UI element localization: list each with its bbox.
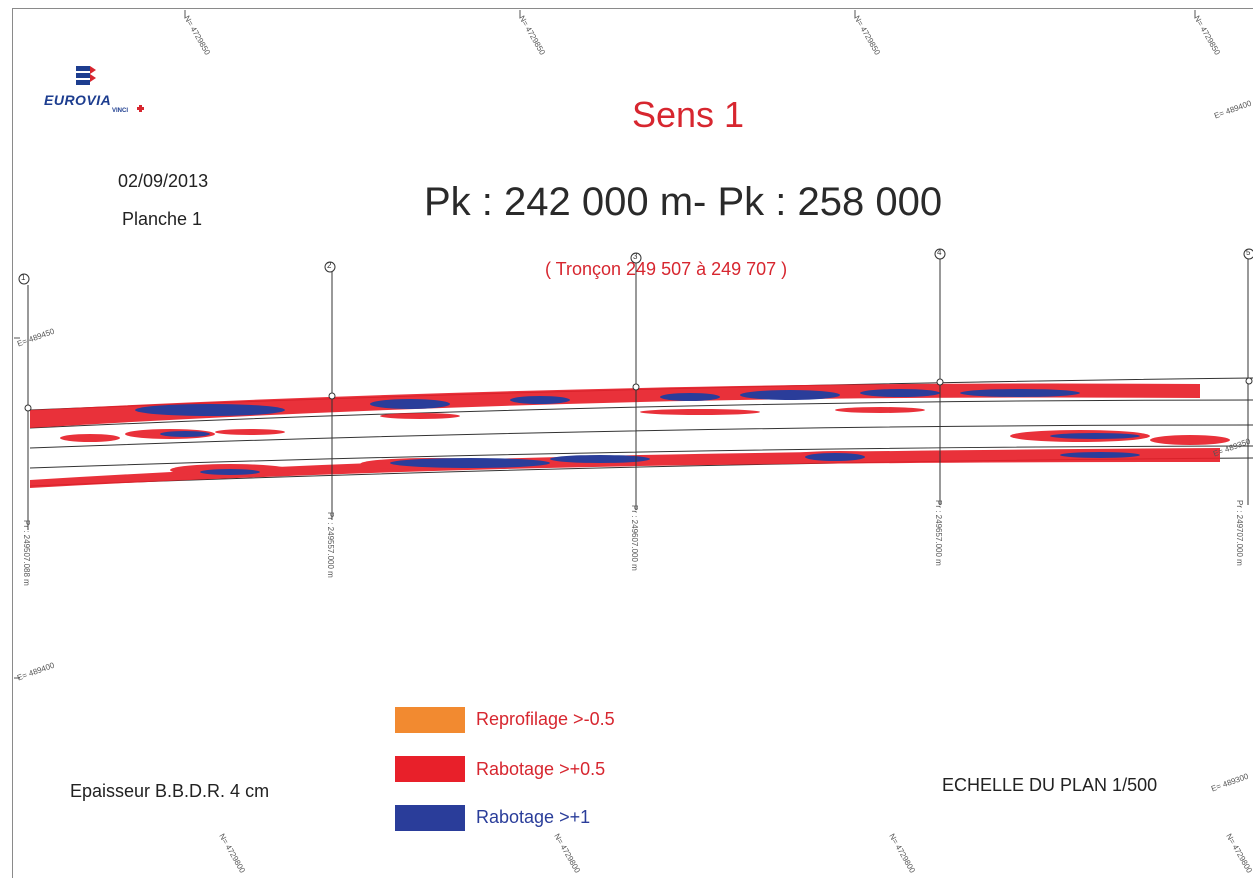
blue-zone — [160, 431, 210, 437]
profile-label-3: Pr : 249607.000 m — [630, 505, 639, 571]
red-zone-bottom-band — [30, 448, 1220, 488]
logo-brand-text: EUROVIA — [44, 92, 112, 108]
plan-date: 02/09/2013 — [118, 171, 209, 191]
blue-zone — [860, 389, 940, 397]
profile-id-3: 3 — [633, 252, 638, 261]
profile-marker-2 — [324, 261, 336, 273]
profile-id-4: 4 — [937, 248, 942, 257]
profile-marker-5 — [1243, 248, 1253, 260]
profile-label-1: Pr : 249507.088 m — [22, 520, 31, 586]
axis-point — [328, 392, 336, 400]
profile-label-5: Pr : 249707.000 m — [1235, 500, 1244, 566]
blue-zone — [390, 458, 550, 468]
pk-range: Pk : 242 000 m- Pk : 258 000 — [424, 180, 943, 224]
eurovia-logo-icon — [76, 66, 144, 112]
profile-id-1: 1 — [21, 273, 26, 282]
legend-swatch-rabotage-1 — [395, 805, 465, 831]
plan-scale: ECHELLE DU PLAN 1/500 — [942, 775, 1158, 795]
lane-line-2 — [29, 399, 1253, 429]
legend-label-reprofilage: Reprofilage >-0.5 — [476, 709, 615, 729]
logo-sub-text: VINCI — [112, 108, 129, 114]
rabotage-zones-blue — [135, 389, 1140, 475]
sheet-frame-top — [12, 8, 1253, 9]
profile-id-5: 5 — [1246, 248, 1251, 257]
blue-zone — [960, 389, 1080, 397]
sheet-frame-left — [12, 8, 13, 878]
red-zone — [215, 429, 285, 435]
blue-zone — [1060, 452, 1140, 458]
blue-zone — [740, 390, 840, 400]
red-zone — [640, 409, 760, 415]
profile-markers — [18, 248, 1253, 412]
blue-zone — [370, 399, 450, 409]
legend-swatch-reprofilage — [395, 707, 465, 733]
legend-label-rabotage-1: Rabotage >+1 — [476, 807, 591, 827]
axis-point — [936, 378, 944, 386]
grid-ticks — [14, 10, 1196, 679]
eurovia-logo: EUROVIA VINCI — [44, 62, 154, 122]
axis-point — [24, 404, 32, 412]
blue-zone — [200, 469, 260, 475]
profile-id-2: 2 — [327, 261, 332, 270]
lane-line-3 — [29, 424, 1253, 449]
blue-zone — [550, 455, 650, 463]
lane-line-4 — [29, 445, 1253, 469]
profile-marker-3 — [630, 252, 642, 264]
axis-point — [1245, 377, 1253, 385]
sheet-number: Planche 1 — [122, 209, 203, 229]
profile-marker-1 — [18, 273, 30, 285]
blue-zone — [660, 393, 720, 401]
red-zone — [380, 413, 460, 419]
profile-label-4: Pr : 249657.000 m — [934, 500, 943, 566]
profile-label-2: Pr : 249557.000 m — [326, 512, 335, 578]
profile-marker-4 — [934, 248, 946, 260]
blue-zone — [805, 453, 865, 461]
thickness-note: Epaisseur B.B.D.R. 4 cm — [70, 781, 270, 801]
legend-swatch-rabotage-05 — [395, 756, 465, 782]
blue-zone — [1050, 433, 1140, 439]
blue-zone — [135, 404, 285, 416]
axis-point — [632, 383, 640, 391]
page-title: Sens 1 — [632, 94, 745, 135]
red-zone — [1150, 435, 1230, 445]
red-zone — [60, 434, 120, 442]
section-range: ( Tronçon 249 507 à 249 707 ) — [545, 259, 788, 279]
legend-label-rabotage-05: Rabotage >+0.5 — [476, 759, 606, 779]
red-zone — [835, 407, 925, 413]
blue-zone — [510, 396, 570, 404]
